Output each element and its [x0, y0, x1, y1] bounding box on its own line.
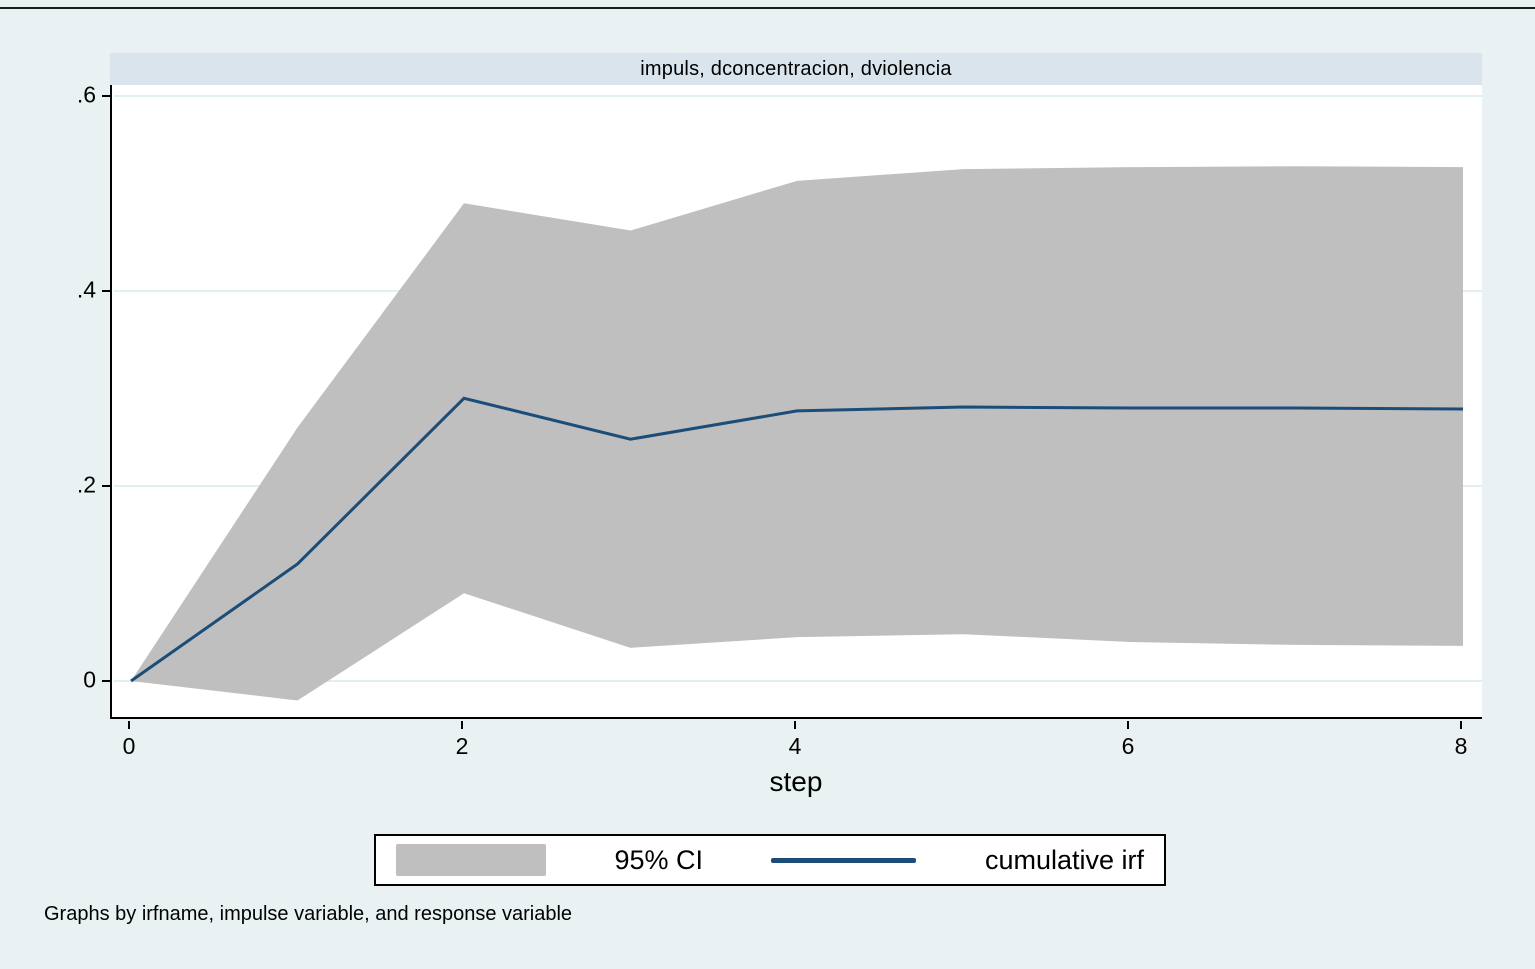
by-graph-caption: Graphs by irfname, impulse variable, and…	[44, 903, 573, 925]
x-tick-label: 8	[1454, 733, 1468, 759]
y-tick-mark	[102, 485, 110, 487]
y-tick-label: 0	[83, 666, 96, 693]
x-tick-mark	[794, 721, 796, 729]
legend: 95% CI cumulative irf	[374, 834, 1166, 886]
x-tick-mark	[461, 721, 463, 729]
y-tick-label: .2	[76, 471, 96, 498]
subgraph-title-band: impuls, dconcentracion, dviolencia	[110, 53, 1482, 85]
legend-label-irf: cumulative irf	[984, 844, 1144, 875]
x-tick-label: 0	[122, 733, 136, 759]
irf-line-sample	[771, 857, 917, 863]
y-tick-mark	[102, 95, 110, 97]
x-tick-label: 2	[455, 733, 469, 759]
x-tick-mark	[128, 721, 130, 729]
x-tick-mark	[1127, 721, 1129, 729]
legend-label-ci: 95% CI	[614, 844, 704, 875]
y-tick-label: .6	[76, 81, 96, 108]
irf-chart	[114, 95, 1482, 701]
ci-area	[131, 166, 1463, 701]
x-tick-mark	[1460, 721, 1462, 729]
plot-region	[110, 85, 1482, 719]
x-axis-title: step	[769, 766, 823, 797]
x-tick-label: 4	[788, 733, 802, 759]
subgraph-title: impuls, dconcentracion, dviolencia	[640, 57, 952, 80]
y-tick-label: .4	[76, 276, 96, 303]
ci-area-swatch	[396, 844, 546, 876]
window-top-border	[0, 7, 1535, 9]
y-tick-mark	[102, 290, 110, 292]
x-tick-label: 6	[1121, 733, 1135, 759]
irf-line	[130, 396, 1464, 683]
y-tick-mark	[102, 680, 110, 682]
